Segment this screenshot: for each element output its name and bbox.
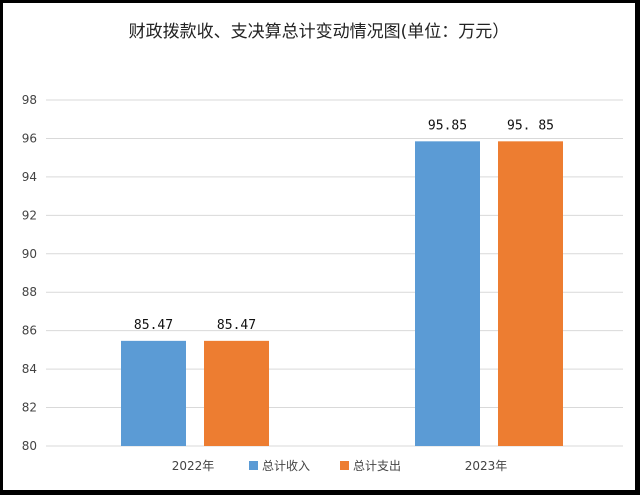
legend-swatch: [249, 461, 258, 470]
legend: 总计收入 总计支出: [249, 459, 401, 473]
bar-chart: 财政拨款收、支决算总计变动情况图(单位：万元） 98 96 94 92 90 88 86 84…: [22, 22, 623, 473]
x-category-label: 2023年: [465, 459, 508, 473]
y-tick-label: 84: [22, 362, 37, 376]
x-category-label: 2022年: [172, 459, 215, 473]
y-tick-label: 98: [22, 93, 37, 107]
bar-income: [121, 340, 186, 446]
y-tick-label: 90: [22, 247, 37, 261]
y-tick-label: 82: [22, 401, 37, 415]
x-axis-categories: 2022年 2023年: [172, 459, 508, 473]
y-tick-label: 96: [22, 131, 37, 145]
bars: [121, 141, 563, 447]
y-axis-ticks: 98 96 94 92 90 88 86 84 82 80: [22, 93, 37, 453]
data-labels: 85.47 95.85 85.47 95. 85: [134, 118, 554, 333]
legend-label: 总计支出: [353, 459, 401, 473]
bar-expense: [498, 141, 563, 447]
y-tick-label: 86: [22, 324, 37, 338]
y-tick-label: 92: [22, 208, 37, 222]
legend-label: 总计收入: [262, 459, 310, 473]
chart-frame: 财政拨款收、支决算总计变动情况图(单位：万元） 98 96 94 92 90 88 86 84…: [3, 3, 635, 490]
y-tick-label: 80: [22, 439, 37, 453]
data-label: 95. 85: [507, 118, 554, 133]
data-label: 85.47: [134, 318, 173, 333]
bar-expense: [204, 340, 269, 446]
bar-income: [415, 141, 480, 447]
data-label: 85.47: [217, 318, 256, 333]
chart-title: 财政拨款收、支决算总计变动情况图(单位：万元）: [129, 22, 510, 42]
y-tick-label: 88: [22, 285, 37, 299]
legend-swatch: [340, 461, 349, 470]
data-label: 95.85: [428, 118, 467, 133]
y-tick-label: 94: [22, 170, 37, 184]
